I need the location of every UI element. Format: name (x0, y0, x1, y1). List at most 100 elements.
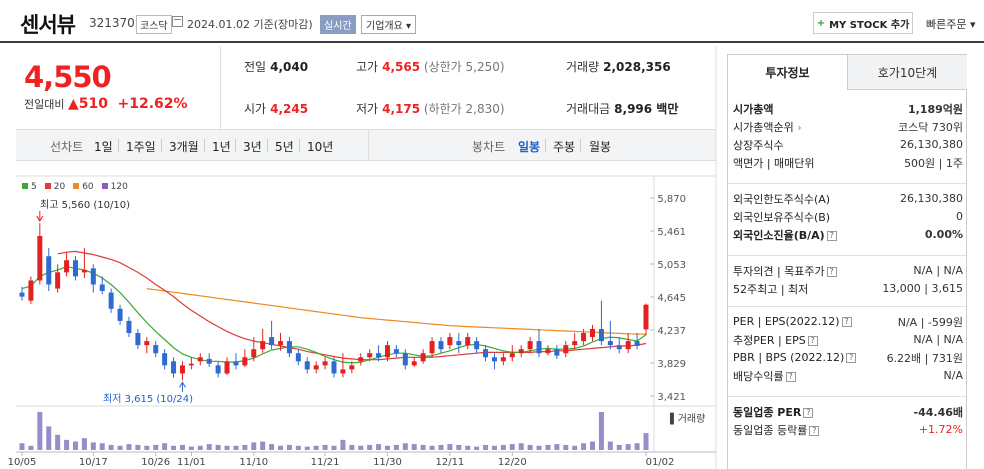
volume-bar (322, 444, 328, 450)
corp-info-dropdown[interactable]: 기업개요 ▾ (361, 15, 417, 34)
open-price: 시가 4,245 (244, 100, 308, 117)
volume-bar (393, 444, 399, 450)
candle (90, 268, 96, 285)
high-price: 고가 4,565 (상한가 5,250) (356, 58, 505, 75)
candle (474, 341, 480, 350)
price-change: 전일대비 ▲510 +12.62% (24, 96, 188, 112)
candle (349, 365, 355, 370)
help-icon[interactable]: ? (846, 353, 857, 363)
calendar-icon (172, 16, 183, 27)
volume-bar (358, 445, 364, 450)
volume-bar (304, 446, 310, 450)
high-value: 4,565 (382, 60, 421, 74)
info-key: 동일업종 등락률 (733, 423, 808, 437)
volume-bar (598, 412, 604, 450)
ma20-line (57, 250, 647, 361)
help-icon[interactable]: ? (841, 317, 852, 327)
divider (545, 139, 546, 152)
x-tick-label: 12/20 (498, 457, 527, 468)
help-icon[interactable]: ? (826, 230, 837, 241)
info-value: +1.72% (918, 423, 963, 436)
candle (162, 353, 168, 366)
legend-ma60: 60 (73, 182, 94, 192)
prev-value: 4,040 (270, 60, 309, 74)
volume-bar (340, 439, 346, 450)
price-summary: 4,550 전일대비 ▲510 +12.62% 전일 4,040 고가 4,565 … (16, 46, 716, 130)
tab-weekly[interactable]: 주봉 (553, 140, 576, 154)
info-key: 배당수익률 (733, 369, 784, 383)
candle (233, 361, 239, 366)
chevron-right-icon[interactable]: › (793, 120, 802, 134)
tab-3m[interactable]: 3개월 (169, 140, 199, 154)
info-row: 외국인소진율(B/A)? 0.00% (733, 226, 963, 243)
info-key: 액면가 | 매매단위 (733, 156, 815, 170)
divider (235, 139, 236, 152)
x-tick-label: 01/02 (646, 457, 675, 468)
ma-legend: 5 20 60 120 (22, 182, 128, 192)
candle (81, 269, 87, 273)
info-row: 액면가 | 매매단위 500원 | 1주 (733, 154, 963, 171)
tab-investment-info[interactable]: 투자정보 (728, 55, 847, 90)
tab-3y[interactable]: 3년 (243, 140, 262, 154)
amount-value: 8,996 백만 (614, 102, 679, 116)
divider (728, 306, 966, 307)
volume-bar (126, 444, 132, 450)
candle (340, 369, 346, 374)
tab-1w[interactable]: 1주일 (126, 140, 156, 154)
candle (447, 337, 453, 346)
info-value: 0.00% (924, 228, 963, 241)
volume-bar (349, 444, 355, 450)
candle (438, 341, 444, 350)
volume-bar (429, 445, 435, 450)
help-icon[interactable]: ? (785, 371, 796, 382)
tab-5y[interactable]: 5년 (275, 140, 294, 154)
help-icon[interactable]: ? (809, 425, 820, 436)
info-key: 52주최고 | 최저 (733, 282, 809, 296)
candle (581, 333, 587, 342)
x-tick-label: 10/05 (8, 457, 37, 468)
change-percent: +12.62% (117, 96, 188, 112)
info-value: 26,130,380 (900, 138, 963, 151)
candle (483, 349, 489, 358)
candle (46, 256, 52, 285)
candle (153, 345, 159, 354)
volume-bar (518, 443, 524, 450)
realtime-button[interactable]: 실시간 (320, 15, 356, 34)
info-key: 외국인소진율(B/A) (733, 228, 825, 242)
quick-order-link[interactable]: 빠른주문 ▾ (926, 16, 976, 32)
x-tick-label: 11/01 (177, 457, 206, 468)
divider (220, 46, 221, 130)
divider (368, 130, 369, 161)
volume-bar (447, 444, 453, 450)
tab-1d[interactable]: 1일 (94, 140, 113, 154)
volume-bar (117, 445, 123, 450)
info-row: 시가총액순위 › 코스닥 730위 (733, 118, 963, 135)
tab-daily[interactable]: 일봉 (518, 140, 541, 154)
candle (527, 341, 533, 350)
tab-monthly[interactable]: 월봉 (589, 140, 612, 154)
candle (500, 357, 506, 362)
candle (634, 341, 640, 346)
volume-bar (108, 444, 114, 450)
mystock-add-button[interactable]: + MY STOCK 추가 (813, 12, 913, 34)
volume-bar (179, 444, 185, 450)
candle (322, 361, 328, 366)
tab-1y[interactable]: 1년 (212, 140, 231, 154)
volume-bar (402, 443, 408, 450)
info-row: 외국인한도주식수(A) 26,130,380 (733, 190, 963, 207)
help-icon[interactable]: ? (807, 335, 818, 346)
help-icon[interactable]: ? (826, 266, 837, 277)
volume-bar (260, 441, 266, 450)
tab-orderbook[interactable]: 호가10단계 (847, 55, 967, 90)
investment-panel: 투자정보 호가10단계 시가총액 1,189억원 시가총액순위 › 코스닥 730위 상… (727, 54, 967, 469)
help-icon[interactable]: ? (803, 407, 814, 418)
tab-10y[interactable]: 10년 (307, 140, 334, 154)
candle (99, 284, 105, 291)
volume: 거래량 2,028,356 (566, 58, 671, 75)
info-value: N/A (943, 369, 963, 382)
candle (242, 357, 248, 366)
max-arrow-head (36, 215, 44, 223)
candle (331, 361, 337, 374)
y-tick-label: 5,461 (657, 227, 686, 238)
candle (135, 333, 141, 346)
